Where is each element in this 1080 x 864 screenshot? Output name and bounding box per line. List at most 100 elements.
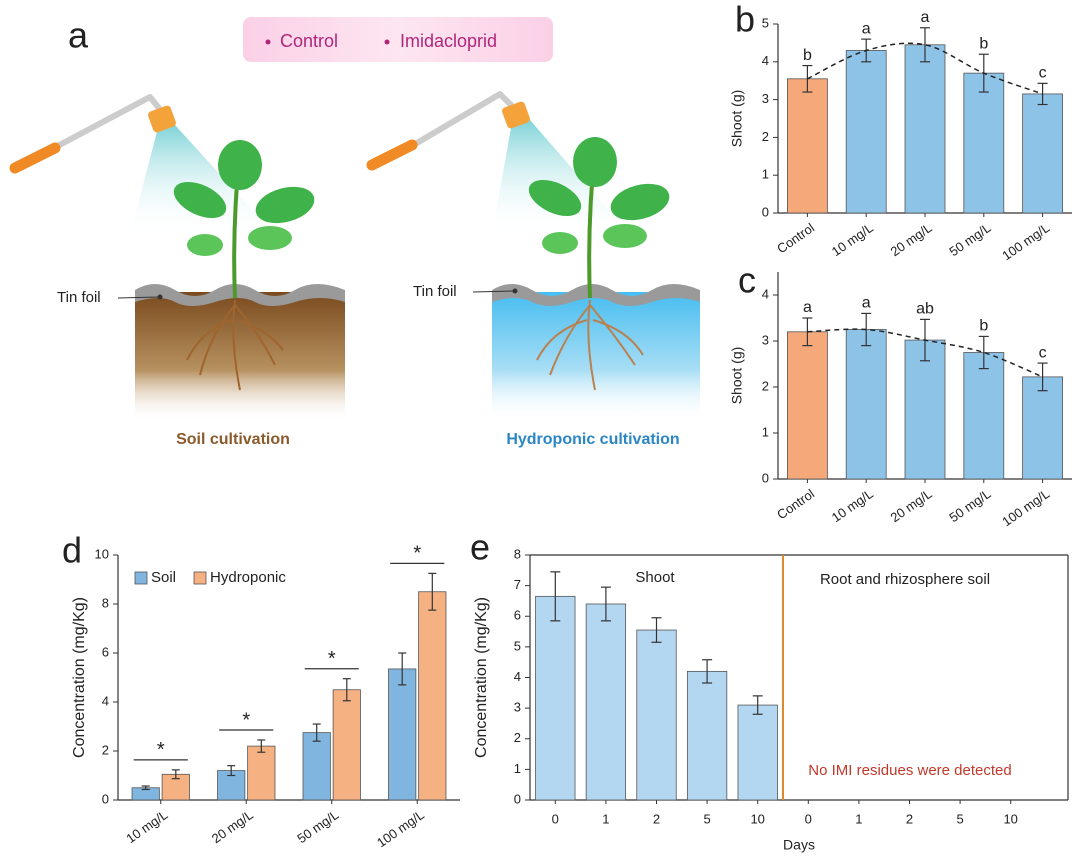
trend-line — [807, 328, 1043, 378]
roots — [536, 299, 644, 391]
bar — [845, 329, 887, 480]
panel-label: e — [470, 527, 490, 568]
x-axis-label: Days — [783, 837, 815, 853]
significance-letter: a — [862, 295, 871, 312]
bar — [535, 595, 576, 801]
bar — [585, 603, 627, 801]
panel-label: b — [735, 0, 755, 40]
bar — [332, 689, 361, 801]
y-tick-label: 2 — [762, 378, 769, 393]
sprayer-handle — [9, 142, 61, 174]
y-tick-label: 10 — [95, 546, 109, 561]
y-tick-label: 5 — [762, 15, 769, 30]
nozzle — [502, 101, 530, 129]
x-tick-label: 100 mg/L — [374, 807, 427, 850]
panel-label: a — [68, 15, 89, 56]
x-tick-label: 5 — [703, 811, 710, 826]
legend-label: Soil — [151, 569, 176, 586]
panel-label: d — [62, 530, 82, 571]
sprayer-handle — [366, 139, 418, 171]
bar — [302, 732, 331, 801]
y-tick-label: 6 — [102, 644, 109, 659]
y-tick-label: 0 — [514, 791, 521, 806]
x-tick-label: 10 mg/L — [829, 220, 876, 259]
x-tick-label: 100 mg/L — [999, 486, 1052, 529]
legend-dot — [384, 39, 390, 45]
bar — [1022, 376, 1063, 480]
bar — [388, 668, 417, 801]
legend-label: Control — [280, 31, 338, 51]
bar — [636, 629, 677, 801]
legend-label: Hydroponic — [210, 569, 286, 586]
legend-label: Imidacloprid — [400, 31, 497, 51]
bar — [963, 72, 1005, 214]
legend-swatch — [134, 571, 148, 585]
y-tick-label: 4 — [514, 669, 521, 684]
panel-label: c — [738, 260, 756, 301]
y-tick-label: 2 — [102, 742, 109, 757]
significance-letter: a — [921, 9, 930, 26]
x-tick-label: 50 mg/L — [294, 807, 341, 846]
pointer-dot — [512, 288, 518, 294]
pointer-dot — [157, 294, 163, 300]
y-tick-label: 2 — [514, 730, 521, 745]
y-tick-label: 7 — [514, 577, 521, 592]
annotation: Root and rhizosphere soil — [820, 571, 990, 588]
bar — [418, 591, 447, 801]
spray — [492, 120, 630, 235]
x-tick-label: 0 — [552, 811, 559, 826]
bar — [686, 670, 728, 801]
y-tick-label: 1 — [762, 424, 769, 439]
plant — [173, 140, 315, 299]
soil — [135, 292, 345, 422]
x-tick-label: 20 mg/L — [888, 486, 935, 525]
y-tick-label: 3 — [762, 332, 769, 347]
sprayer-tube — [47, 94, 153, 153]
bar — [845, 50, 887, 214]
x-tick-label: 0 — [805, 811, 812, 826]
x-tick-label: 1 — [855, 811, 862, 826]
roots — [186, 299, 284, 391]
x-tick-label: 10 mg/L — [829, 486, 876, 525]
legend-dot — [265, 39, 271, 45]
x-tick-label: 5 — [956, 811, 963, 826]
x-tick-label: 100 mg/L — [999, 220, 1052, 263]
significance-letter: c — [1039, 344, 1047, 361]
tin-foil — [492, 284, 700, 306]
y-tick-label: 8 — [514, 546, 521, 561]
legend-swatch — [193, 571, 207, 585]
bar — [787, 78, 828, 214]
tin-foil-label: Tin foil — [413, 283, 457, 300]
annotation: Shoot — [635, 569, 675, 586]
y-tick-label: 4 — [762, 286, 769, 301]
illustration: a Control Imidacloprid Tin foil Tin foil… — [9, 15, 700, 448]
y-tick-label: 0 — [762, 204, 769, 219]
x-tick-label: 2 — [906, 811, 913, 826]
x-tick-label: 50 mg/L — [946, 486, 993, 525]
x-tick-label: 10 — [1003, 811, 1017, 826]
caption: Hydroponic cultivation — [506, 431, 679, 448]
pointer-line — [472, 290, 516, 293]
y-axis-label: Shoot (g) — [729, 90, 745, 148]
pointer-line — [117, 296, 161, 299]
significance-letter: ab — [916, 301, 934, 318]
bar — [737, 704, 778, 801]
x-tick-label: 2 — [653, 811, 660, 826]
significance-mark: * — [242, 709, 250, 731]
plant — [528, 137, 670, 299]
annotation: No IMI residues were detected — [808, 762, 1011, 779]
sprayer-tube — [402, 91, 503, 153]
y-tick-label: 0 — [102, 791, 109, 806]
y-tick-label: 1 — [514, 761, 521, 776]
significance-letter: b — [979, 35, 988, 52]
y-tick-label: 1 — [762, 167, 769, 182]
x-tick-label: 20 mg/L — [888, 220, 935, 259]
caption: Soil cultivation — [176, 431, 290, 448]
y-axis-label: Concentration (mg/Kg) — [473, 597, 490, 758]
y-axis-label: Concentration (mg/Kg) — [71, 597, 88, 758]
tin-foil-label: Tin foil — [57, 289, 101, 306]
x-tick-label: Control — [774, 486, 817, 522]
y-tick-label: 4 — [762, 53, 769, 68]
significance-letter: a — [803, 299, 812, 316]
